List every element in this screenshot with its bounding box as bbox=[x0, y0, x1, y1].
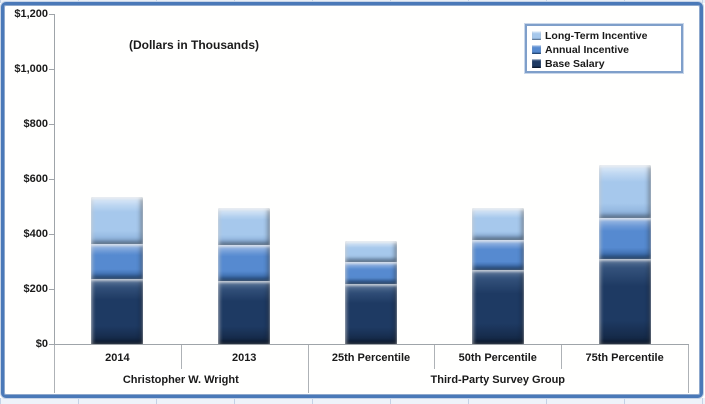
axis-group-divider bbox=[54, 345, 55, 393]
spreadsheet-row-sliver-bottom bbox=[0, 398, 705, 404]
bar-segment-annual-incentive bbox=[218, 245, 271, 281]
spreadsheet-row-sliver-top bbox=[0, 0, 705, 3]
y-axis-tick bbox=[49, 124, 54, 125]
axis-group-divider bbox=[307, 345, 309, 393]
legend-box: Long-Term Incentive Annual Incentive Base … bbox=[525, 24, 683, 73]
y-axis-tick bbox=[49, 179, 54, 180]
legend-label: Base Salary bbox=[545, 57, 605, 70]
bar-segment-base-salary bbox=[471, 269, 524, 344]
bar-segment-long-term-incentive bbox=[91, 196, 144, 244]
axis-category-divider bbox=[561, 345, 563, 369]
legend-color-swatch-icon bbox=[532, 45, 541, 54]
legend-label: Long-Term Incentive bbox=[545, 29, 648, 42]
bar-segment-annual-incentive bbox=[345, 261, 397, 284]
legend-label: Annual Incentive bbox=[545, 43, 630, 56]
y-axis-tick-label: $800 bbox=[23, 118, 48, 130]
legend-item: Long-Term Incentive bbox=[532, 29, 681, 42]
axis-category-divider bbox=[434, 345, 436, 369]
axis-category-divider bbox=[180, 345, 182, 369]
bar-segment-base-salary bbox=[598, 258, 651, 344]
legend-color-swatch-icon bbox=[532, 59, 541, 68]
y-axis-tick-label: $200 bbox=[23, 283, 48, 295]
y-axis-tick bbox=[49, 344, 54, 345]
y-axis-tick-label: $1,200 bbox=[14, 8, 48, 20]
bar-segment-base-salary bbox=[345, 283, 397, 344]
bar-segment-base-salary bbox=[91, 279, 144, 344]
category-label: 2013 bbox=[231, 352, 257, 364]
legend-item: Base Salary bbox=[532, 57, 681, 70]
legend-color-swatch-icon bbox=[532, 31, 541, 40]
y-axis-tick bbox=[49, 289, 54, 290]
y-axis-tick-label: $600 bbox=[23, 173, 48, 185]
bar-segment-long-term-incentive bbox=[598, 165, 651, 218]
y-axis-tick-label: $1,000 bbox=[14, 63, 48, 75]
category-label: 75th Percentile bbox=[585, 352, 664, 364]
y-axis-tick-label: $0 bbox=[35, 338, 48, 350]
legend-item: Annual Incentive bbox=[532, 43, 681, 56]
bar-segment-annual-incentive bbox=[91, 243, 144, 280]
bar-segment-annual-incentive bbox=[471, 239, 524, 270]
y-axis-tick bbox=[49, 69, 54, 70]
bar-segment-long-term-incentive bbox=[345, 240, 397, 262]
bar-segment-annual-incentive bbox=[598, 217, 651, 259]
bar-segment-long-term-incentive bbox=[471, 207, 524, 240]
y-axis-tick bbox=[49, 14, 54, 15]
units-note: (Dollars in Thousands) bbox=[128, 38, 259, 52]
y-axis-line bbox=[54, 14, 55, 345]
bar-segment-base-salary bbox=[218, 280, 271, 344]
x-axis-line bbox=[54, 344, 689, 345]
y-axis-tick bbox=[49, 234, 54, 235]
category-label: 2014 bbox=[105, 352, 130, 364]
y-axis-tick-label: $400 bbox=[23, 228, 48, 240]
bar-segment-long-term-incentive bbox=[218, 207, 271, 245]
category-label: 25th Percentile bbox=[331, 352, 411, 364]
category-label: 50th Percentile bbox=[458, 352, 537, 364]
axis-group-divider bbox=[688, 345, 689, 393]
axis-group-label: Third-Party Survey Group bbox=[430, 374, 566, 386]
axis-group-label: Christopher W. Wright bbox=[122, 374, 239, 386]
